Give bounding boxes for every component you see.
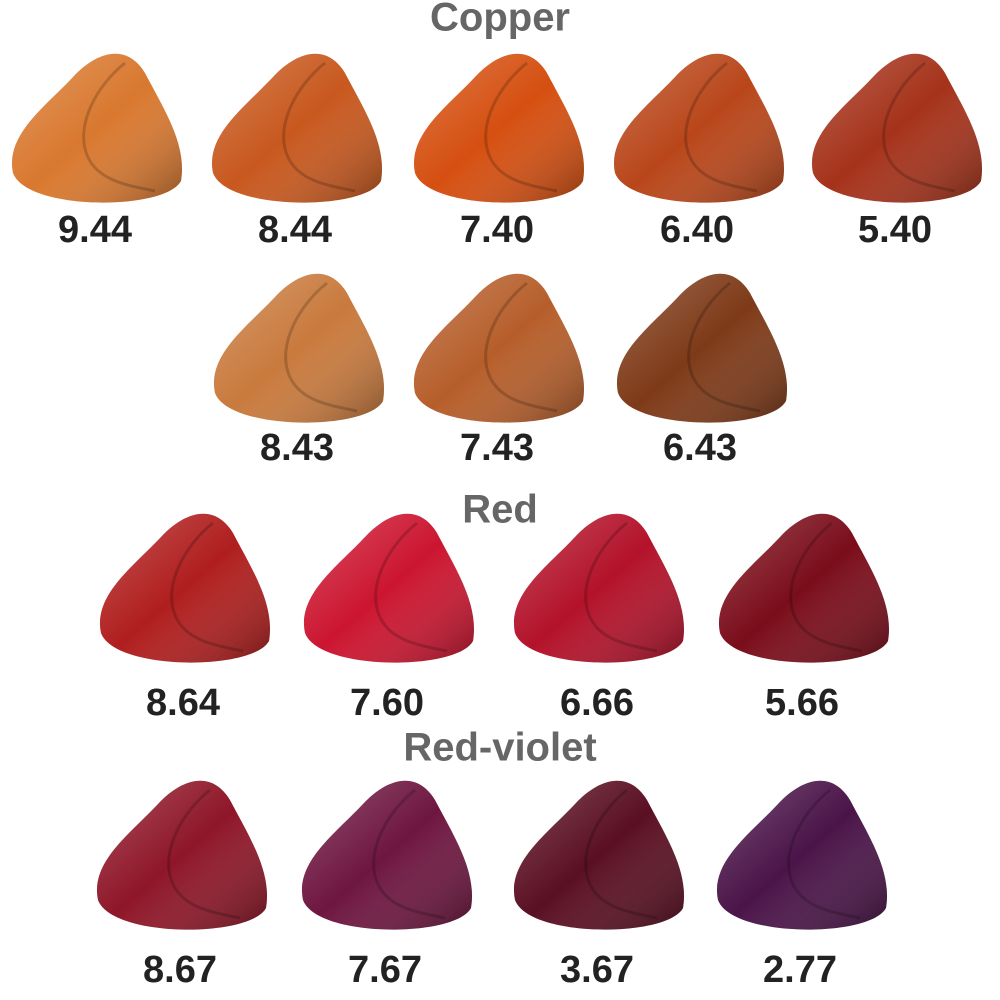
swatch-label: 9.44 — [58, 209, 132, 251]
section-title: Red-violet — [403, 726, 596, 770]
swatch-shade — [613, 53, 785, 203]
swatch-fold — [484, 61, 558, 193]
hair-swatch — [99, 513, 271, 663]
section-title: Copper — [430, 0, 570, 40]
section-title: Red — [462, 488, 538, 532]
swatch-shade — [716, 780, 888, 930]
swatch-fold — [82, 61, 156, 193]
swatch-label: 2.77 — [763, 949, 837, 991]
hair-swatch — [301, 780, 473, 930]
hair-swatch — [513, 780, 685, 930]
swatch-shade — [96, 780, 268, 930]
hair-swatch — [413, 273, 585, 423]
hair-swatch — [211, 53, 383, 203]
swatch-fold — [584, 788, 658, 920]
hair-swatch — [616, 273, 788, 423]
swatch-fold — [372, 788, 446, 920]
swatch-label: 5.40 — [858, 209, 932, 251]
hair-swatch — [213, 273, 385, 423]
swatch-fold — [170, 521, 244, 653]
swatch-fold — [787, 788, 861, 920]
swatch-fold — [167, 788, 241, 920]
swatch-fold — [584, 521, 658, 653]
hair-swatch — [303, 513, 475, 663]
hair-swatch — [413, 53, 585, 203]
swatch-shade — [301, 780, 473, 930]
swatch-label: 5.66 — [765, 682, 839, 724]
hair-swatch — [11, 53, 183, 203]
swatch-shade — [211, 53, 383, 203]
swatch-fold — [284, 281, 358, 413]
swatch-shade — [213, 273, 385, 423]
swatch-fold — [789, 521, 863, 653]
swatch-shade — [413, 273, 585, 423]
swatch-shade — [718, 513, 890, 663]
hair-swatch — [513, 513, 685, 663]
swatch-label: 8.64 — [146, 682, 220, 724]
swatch-label: 3.67 — [560, 949, 634, 991]
swatch-label: 6.40 — [660, 209, 734, 251]
swatch-label: 8.43 — [260, 427, 334, 469]
swatch-shade — [811, 53, 983, 203]
swatch-fold — [684, 61, 758, 193]
swatch-label: 7.60 — [350, 682, 424, 724]
swatch-shade — [11, 53, 183, 203]
swatch-shade — [413, 53, 585, 203]
hair-swatch — [716, 780, 888, 930]
hair-swatch — [718, 513, 890, 663]
swatch-label: 6.43 — [663, 427, 737, 469]
swatch-fold — [374, 521, 448, 653]
swatch-fold — [282, 61, 356, 193]
hair-swatch — [811, 53, 983, 203]
swatch-shade — [616, 273, 788, 423]
swatch-label: 6.66 — [560, 682, 634, 724]
swatch-shade — [303, 513, 475, 663]
swatch-label: 7.43 — [460, 427, 534, 469]
hair-swatch — [613, 53, 785, 203]
hair-swatch — [96, 780, 268, 930]
swatch-shade — [99, 513, 271, 663]
swatch-label: 8.67 — [143, 949, 217, 991]
swatch-label: 7.67 — [348, 949, 422, 991]
swatch-fold — [687, 281, 761, 413]
swatch-shade — [513, 513, 685, 663]
swatch-fold — [484, 281, 558, 413]
swatch-fold — [882, 61, 956, 193]
swatch-shade — [513, 780, 685, 930]
swatch-label: 8.44 — [258, 209, 332, 251]
swatch-label: 7.40 — [460, 209, 534, 251]
